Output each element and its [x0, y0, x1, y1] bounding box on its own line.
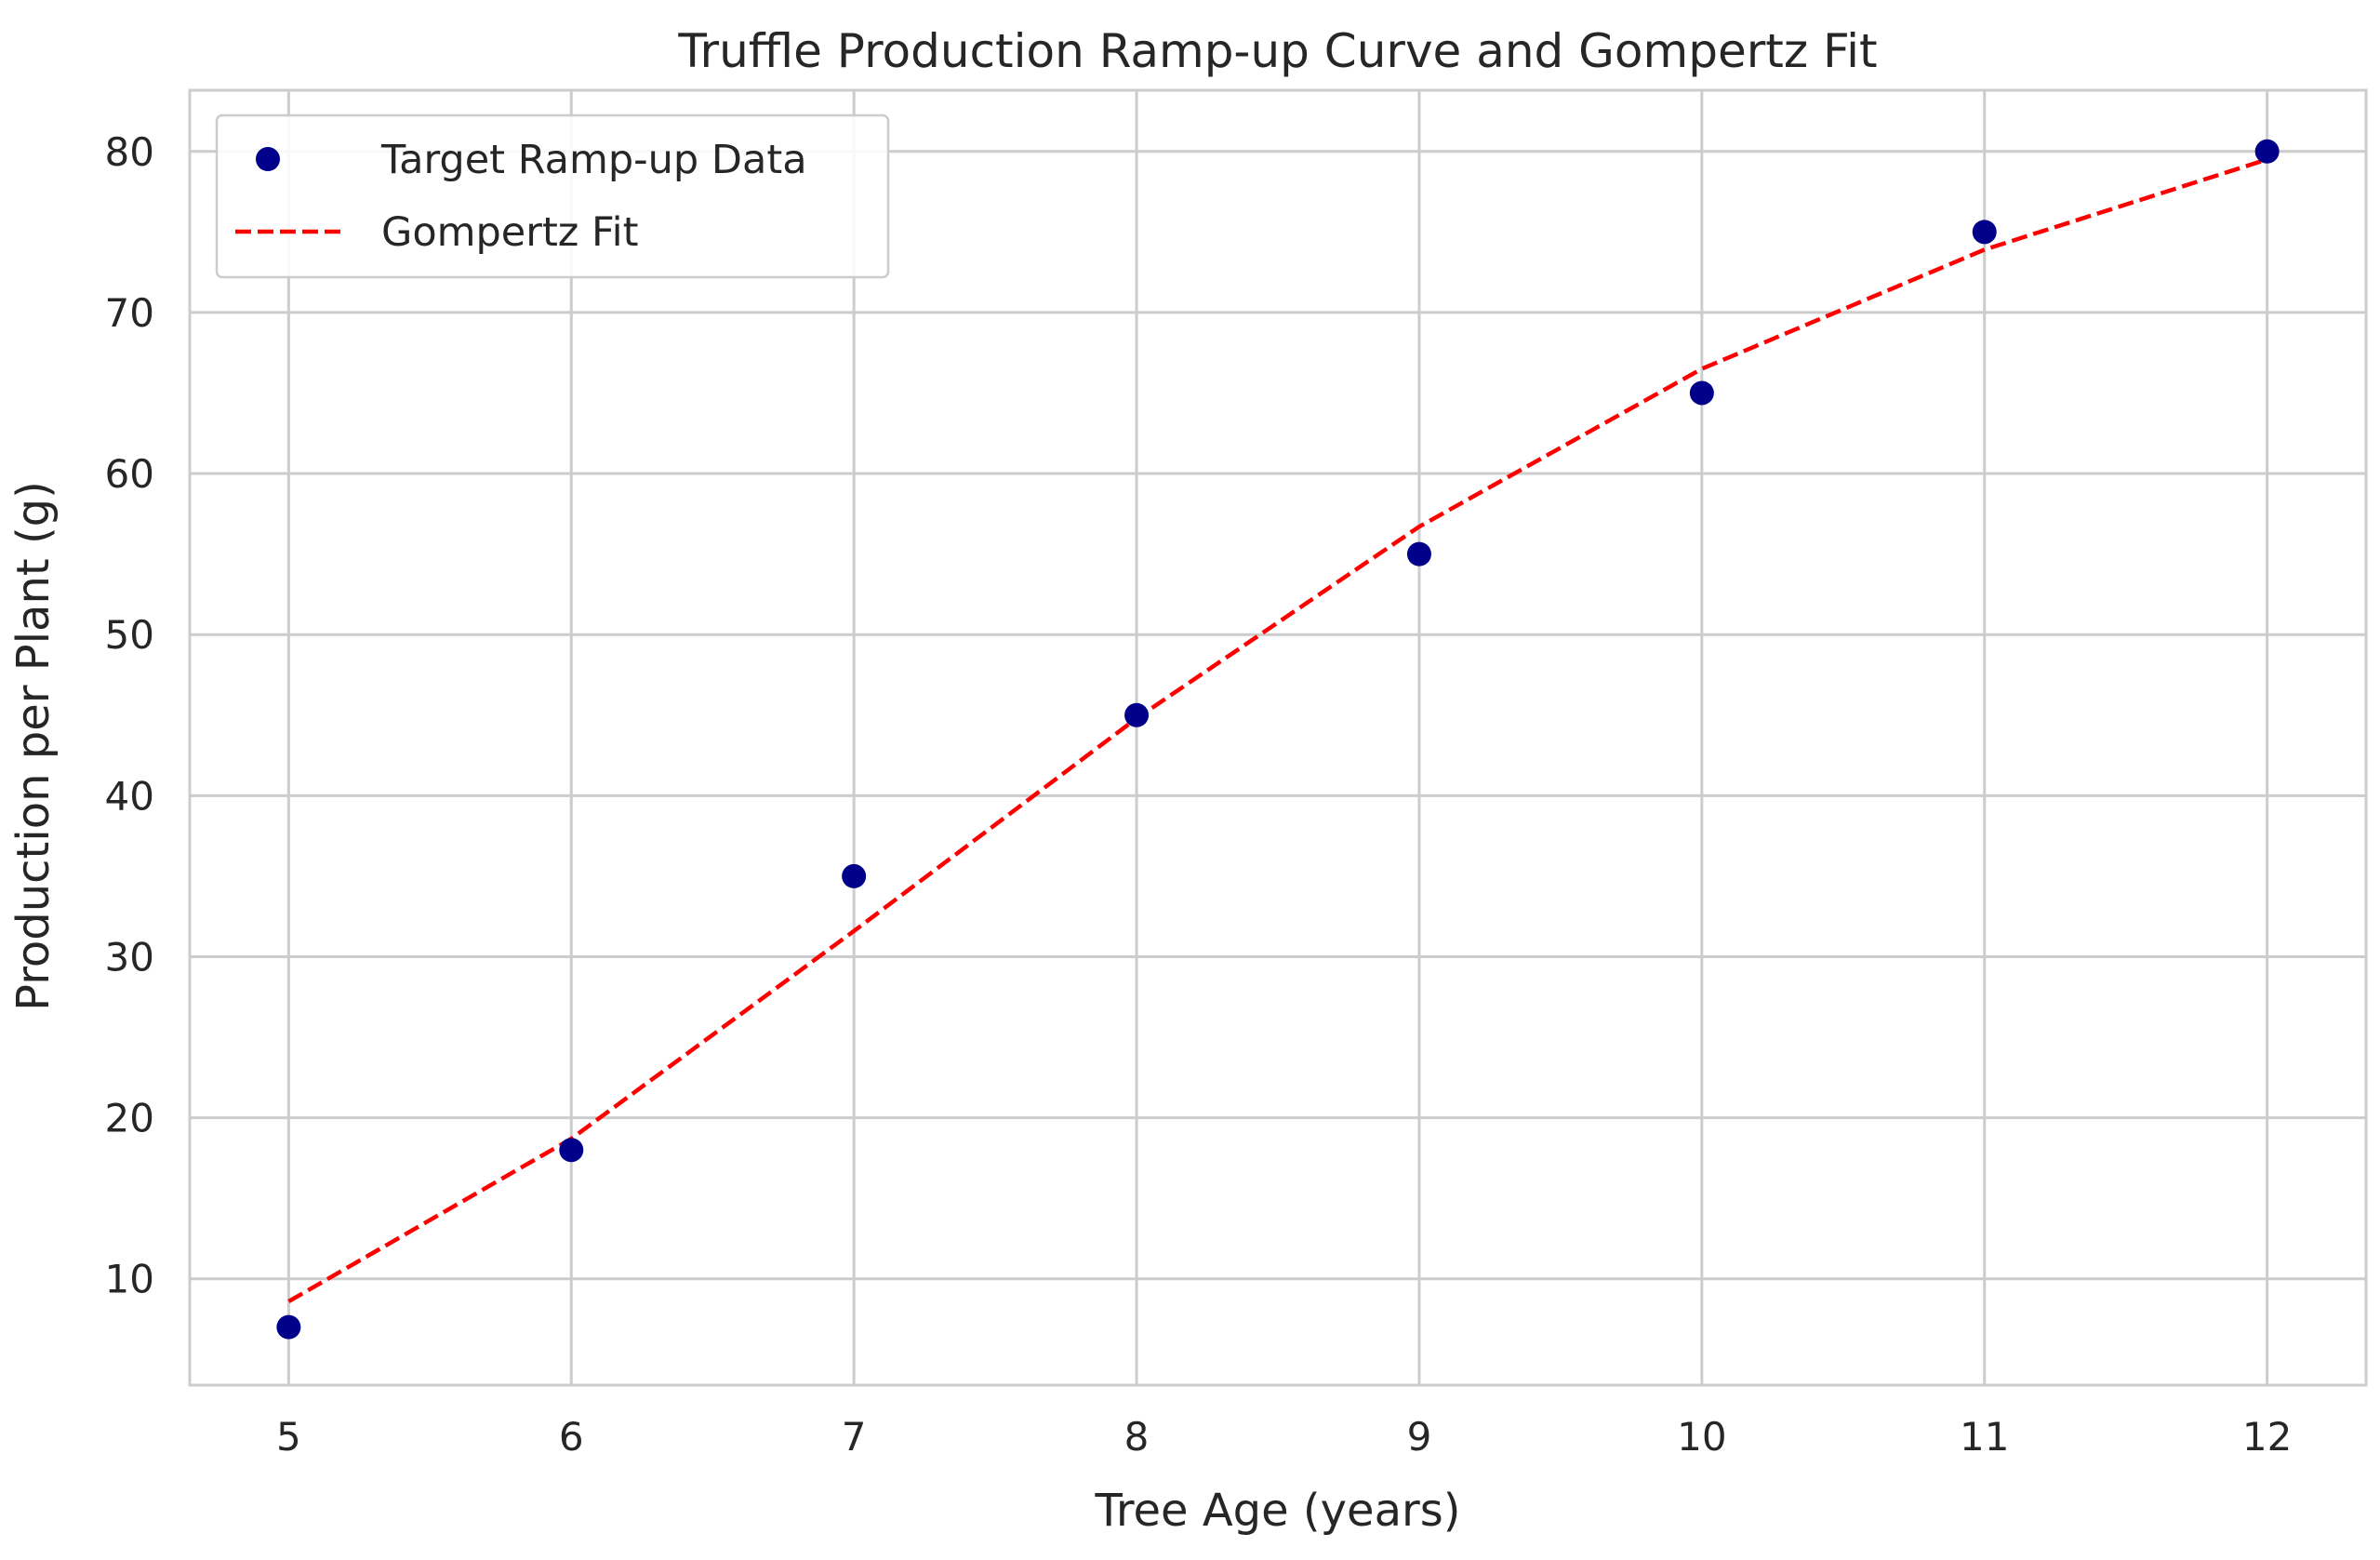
y-tick-label: 10: [105, 1257, 154, 1302]
grid: [190, 90, 2366, 1385]
series-layer: [276, 139, 2280, 1340]
data-point: [1972, 220, 1997, 245]
y-tick-label: 80: [105, 129, 154, 175]
data-point: [1406, 541, 1431, 567]
y-tick-label: 60: [105, 451, 154, 497]
y-tick-label: 40: [105, 773, 154, 819]
legend-label-gompertz-fit: Gompertz Fit: [381, 209, 638, 256]
data-point: [1124, 702, 1150, 727]
y-tick-label: 20: [105, 1096, 154, 1141]
x-tick-label: 12: [2242, 1414, 2292, 1460]
x-tick-label: 7: [842, 1414, 867, 1460]
data-point: [842, 863, 867, 888]
x-tick-label: 10: [1677, 1414, 1726, 1460]
chart-title: Truffle Production Ramp-up Curve and Gom…: [677, 24, 1877, 78]
y-axis-title: Production per Plant (g): [7, 481, 60, 1011]
y-tick-label: 30: [105, 934, 154, 980]
legend: Target Ramp-up Data Gompertz Fit: [215, 113, 890, 279]
x-axis-title: Tree Age (years): [1095, 1485, 1461, 1537]
legend-marker-scatter: [256, 147, 280, 171]
data-point: [1689, 380, 1714, 406]
tick-labels: 5 6 7 8 9 10 11 12 10 20 30 40 50 60 70 80: [105, 129, 2293, 1460]
x-tick-label: 8: [1124, 1414, 1150, 1460]
data-point: [276, 1314, 301, 1340]
plot-area: [188, 88, 2368, 1387]
x-tick-label: 6: [559, 1414, 584, 1460]
fit-line: [287, 157, 2268, 1303]
x-tick-label: 9: [1407, 1414, 1432, 1460]
legend-label-target-ramp-up-data: Target Ramp-up Data: [380, 137, 807, 183]
y-tick-label: 70: [105, 290, 154, 336]
y-tick-label: 50: [105, 612, 154, 658]
data-point: [2254, 139, 2280, 164]
data-point: [559, 1138, 584, 1163]
x-tick-label: 5: [276, 1414, 301, 1460]
x-tick-label: 11: [1960, 1414, 2009, 1460]
legend-box: [215, 113, 890, 279]
